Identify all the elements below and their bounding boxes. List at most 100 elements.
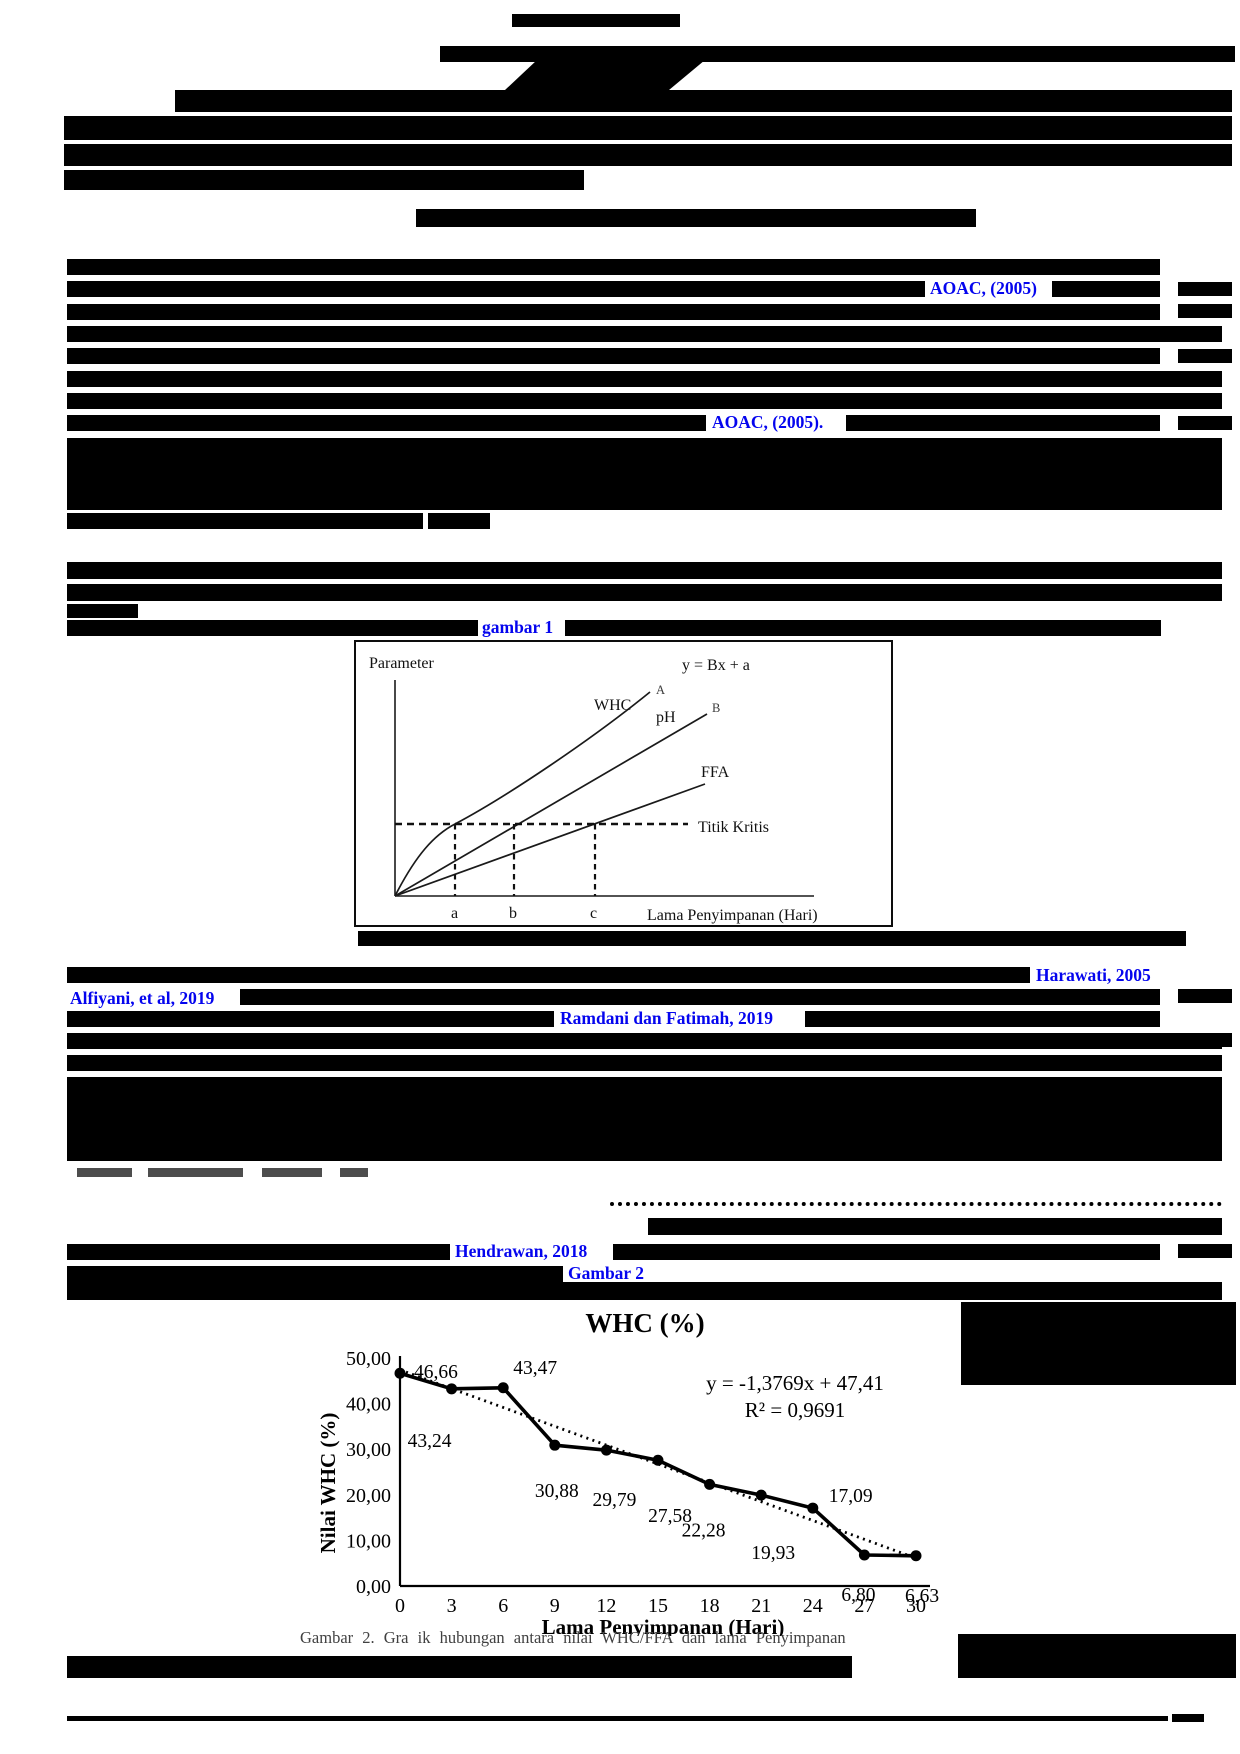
- citation-link-alfiyani[interactable]: Alfiyani, et al, 2019: [70, 988, 215, 1008]
- redaction-bar: [846, 415, 1160, 431]
- redaction-bar: [67, 348, 1160, 364]
- redaction-bar: [175, 90, 1232, 112]
- whc-line-chart: WHC (%) y = -1,3769x + 47,41 R² = 0,9691 0,…: [316, 1308, 939, 1639]
- redaction-bar: [67, 1716, 1168, 1721]
- redaction-bar: [1052, 281, 1160, 297]
- data-point-marker: [497, 1382, 509, 1394]
- redaction-bar: [67, 1656, 852, 1678]
- data-point-marker: [600, 1444, 612, 1456]
- data-point-marker: [394, 1367, 406, 1379]
- chart-title: WHC (%): [585, 1308, 704, 1338]
- citation-link-aoac-1[interactable]: AOAC, (2005): [930, 278, 1037, 298]
- data-point-label: 22,28: [682, 1520, 726, 1541]
- figure1-ffa-label: FFA: [701, 764, 730, 781]
- figure1-x-axis-label: Lama Penyimpanan (Hari): [647, 907, 818, 924]
- data-point-label: 27,58: [648, 1506, 692, 1527]
- x-tick-label: 9: [550, 1595, 560, 1617]
- data-point-marker: [755, 1489, 767, 1501]
- data-point-label: 30,88: [535, 1481, 579, 1502]
- redaction-bar: [67, 281, 925, 297]
- redaction-blob: [505, 60, 705, 90]
- figure1-ph-line: [394, 713, 708, 897]
- ghost-text-fragment: [77, 1168, 132, 1177]
- y-tick-label: 30,00: [346, 1439, 391, 1461]
- figure2-whc-chart: WHC (%) y = -1,3769x + 47,41 R² = 0,9691 0,…: [315, 1298, 960, 1639]
- redaction-bar: [64, 170, 584, 190]
- x-tick-label: 6: [498, 1595, 508, 1617]
- redaction-bar: [1178, 1244, 1232, 1258]
- redaction-bar: [565, 620, 1161, 636]
- data-point-label: 29,79: [592, 1490, 636, 1511]
- data-point-label: 17,09: [829, 1486, 873, 1507]
- redaction-bar: [1178, 304, 1232, 318]
- data-point-label: 6,80: [841, 1585, 875, 1606]
- x-tick-label: 24: [803, 1595, 823, 1617]
- redaction-bar: [512, 14, 680, 27]
- redaction-bar: [958, 1634, 1236, 1678]
- citation-link-aoac-2[interactable]: AOAC, (2005).: [712, 412, 824, 432]
- x-tick-label: 21: [751, 1595, 771, 1617]
- citation-link-gambar-2[interactable]: Gambar 2: [568, 1263, 644, 1283]
- redaction-bar: [1172, 1714, 1204, 1722]
- trendline: [399, 1368, 917, 1560]
- redaction-bar: [67, 562, 1222, 579]
- x-tick-label: 3: [447, 1595, 457, 1617]
- redaction-bar: [64, 144, 1232, 166]
- redaction-bar: [67, 967, 1030, 983]
- redaction-bar: [1178, 416, 1232, 430]
- figure1-b-end-label: B: [712, 701, 720, 715]
- redaction-bar: [67, 513, 423, 529]
- data-point-label: 6,63: [905, 1586, 939, 1607]
- redaction-bar: [416, 209, 976, 227]
- figure1-ffa-line: [394, 783, 706, 897]
- y-tick-label: 20,00: [346, 1485, 391, 1507]
- redaction-bar: [1178, 1033, 1232, 1047]
- redaction-bar: [67, 1055, 1222, 1071]
- figure1-ph-label: pH: [656, 709, 676, 726]
- data-point-marker: [652, 1454, 664, 1466]
- redaction-bar: [67, 1282, 1222, 1300]
- data-point-marker: [910, 1550, 922, 1562]
- redaction-bar: [67, 584, 1222, 601]
- redaction-bar: [67, 604, 138, 618]
- y-axis-title: Nilai WHC (%): [316, 1413, 340, 1554]
- redaction-bar: [67, 620, 478, 636]
- citation-link-hendrawan[interactable]: Hendrawan, 2018: [455, 1241, 588, 1261]
- redaction-bar: [358, 931, 1186, 946]
- data-point-marker: [704, 1478, 716, 1490]
- redaction-bar: [67, 1011, 554, 1027]
- data-point-marker: [446, 1383, 458, 1395]
- redaction-bar: [961, 1302, 1236, 1385]
- ghost-text-fragment: [340, 1168, 368, 1177]
- redaction-bar: [67, 259, 1160, 275]
- figure1-tick-c: c: [590, 905, 597, 922]
- x-tick-label: 18: [700, 1595, 720, 1617]
- y-tick-label: 40,00: [346, 1394, 391, 1416]
- trendline-equation: y = -1,3769x + 47,41: [706, 1371, 884, 1395]
- citation-link-harawati[interactable]: Harawati, 2005: [1036, 965, 1151, 985]
- figure1-equation-label: y = Bx + a: [682, 657, 750, 674]
- redaction-bar: [67, 371, 1222, 387]
- redaction-bar: [1178, 349, 1232, 363]
- citation-link-ramdani[interactable]: Ramdani dan Fatimah, 2019: [560, 1008, 773, 1028]
- x-axis-title: Lama Penyimpanan (Hari): [542, 1615, 785, 1636]
- data-point-label: 43,24: [408, 1431, 452, 1452]
- figure1-a-end-label: A: [656, 683, 665, 697]
- y-tick-label: 50,00: [346, 1348, 391, 1370]
- data-point-label: 43,47: [513, 1358, 557, 1379]
- redaction-bar: [1178, 282, 1232, 296]
- figure1-tick-b: b: [509, 905, 517, 922]
- dotted-redaction-row: [610, 1202, 1222, 1206]
- figure2-caption-fragment: Gambar 2. Gra ik hubungan antara nilai W…: [300, 1628, 846, 1647]
- citation-link-gambar-1[interactable]: gambar 1: [482, 617, 554, 637]
- redaction-bar: [648, 1218, 1222, 1235]
- y-tick-label: 0,00: [356, 1576, 391, 1598]
- y-tick-label: 10,00: [346, 1530, 391, 1552]
- redaction-bar: [67, 304, 1160, 320]
- x-tick-label: 12: [596, 1595, 616, 1617]
- redaction-bar: [805, 1011, 1160, 1027]
- redaction-bar: [67, 1033, 1222, 1049]
- redaction-bar: [67, 326, 1222, 342]
- redaction-bar: [613, 1244, 1160, 1260]
